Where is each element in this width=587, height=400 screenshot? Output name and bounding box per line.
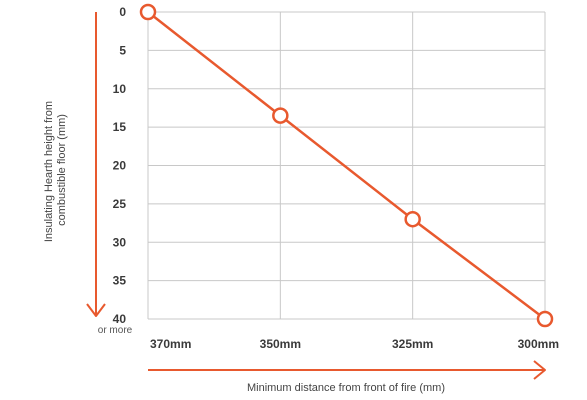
y-tick-label: 35 <box>113 274 127 288</box>
y-tick-label: 0 <box>119 5 126 19</box>
y-tick-label: 10 <box>113 82 127 96</box>
series-markers <box>139 3 554 328</box>
data-point <box>404 210 421 228</box>
y-tick-label: 20 <box>113 159 127 173</box>
data-point <box>139 3 157 21</box>
data-point <box>536 310 554 328</box>
y-tick-label: 25 <box>113 197 127 211</box>
y-tick-label: 5 <box>119 43 126 57</box>
chart-grid <box>147 11 546 320</box>
y-axis-title: Insulating Hearth height from combustibl… <box>43 98 68 242</box>
y-axis-note: or more <box>98 325 133 336</box>
y-tick-label: 15 <box>113 120 127 134</box>
y-axis-title-line-1: Insulating Hearth height from <box>43 101 55 242</box>
x-tick-label: 370mm <box>150 337 191 351</box>
series-line <box>147 11 546 320</box>
x-tick-label: 325mm <box>392 337 433 351</box>
x-tick-label: 300mm <box>518 337 559 351</box>
y-tick-label: 40 <box>113 312 127 326</box>
data-point <box>272 107 289 124</box>
x-axis-arrow <box>148 360 546 380</box>
x-axis-title: Minimum distance from front of fire (mm) <box>247 382 445 394</box>
y-axis-title-line-2: combustible floor (mm) <box>56 114 68 226</box>
x-tick-label: 350mm <box>260 337 301 351</box>
x-axis-ticks: 370mm 350mm 325mm 300mm <box>150 337 559 351</box>
y-axis-arrow <box>86 12 106 317</box>
y-axis-ticks: 0 5 10 15 20 25 30 35 40 <box>113 5 127 326</box>
y-tick-label: 30 <box>113 235 127 249</box>
